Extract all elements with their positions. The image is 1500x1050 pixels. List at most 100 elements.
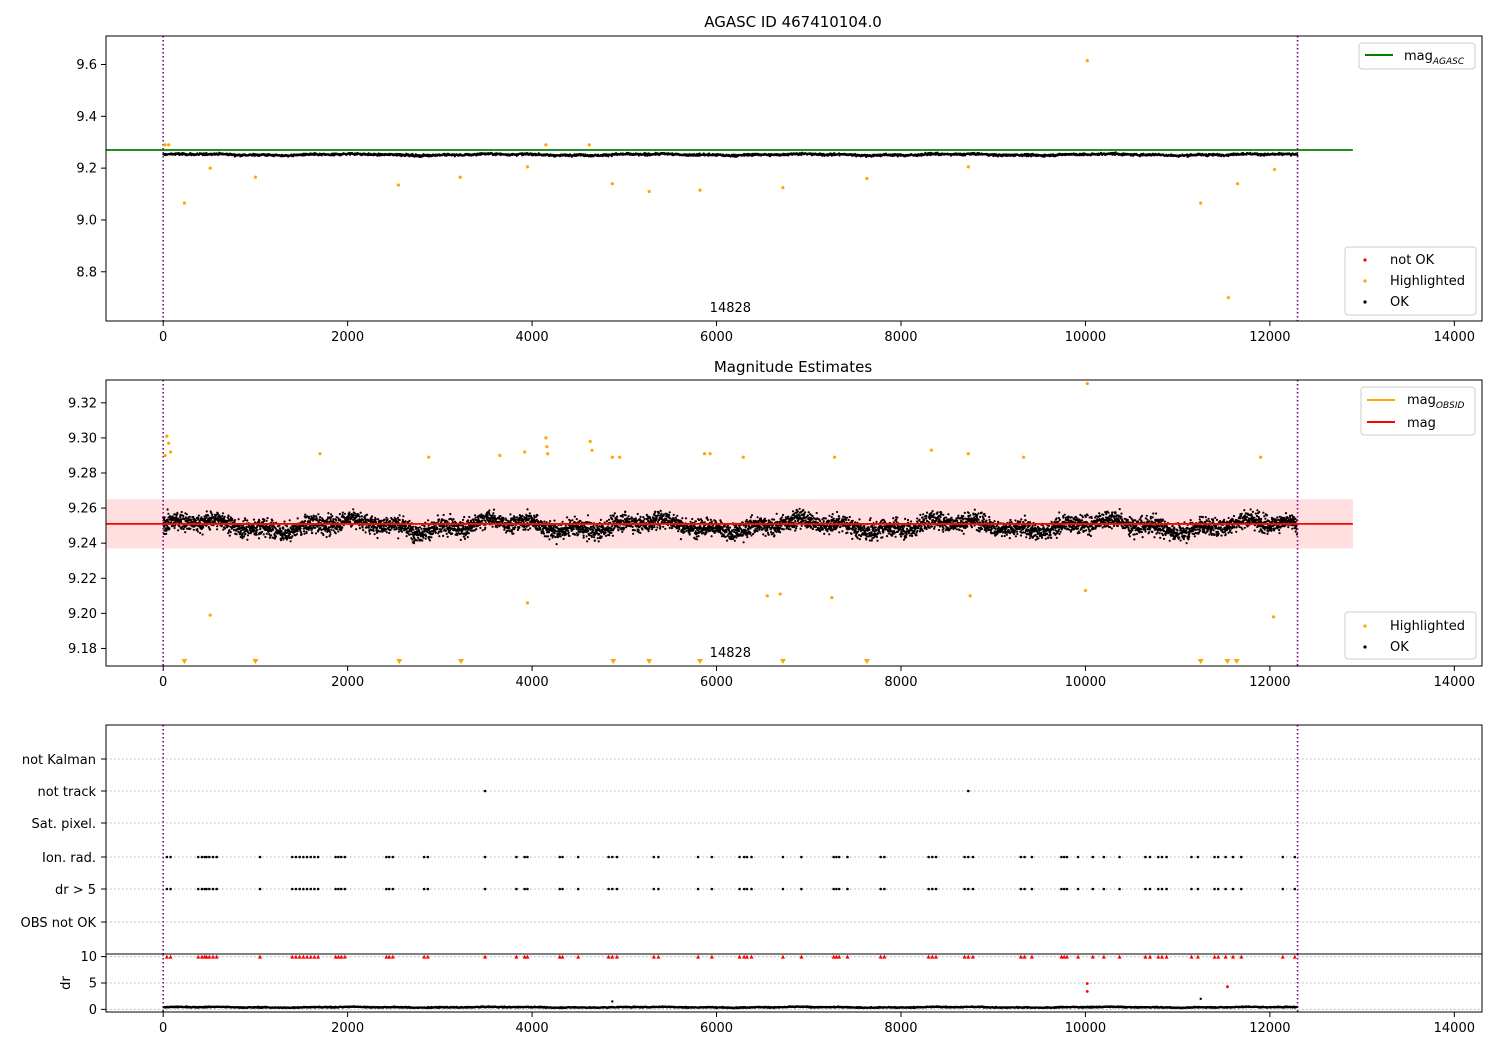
ok-point — [398, 518, 401, 522]
ok-point — [512, 532, 515, 535]
x-tick-label: 12000 — [1249, 330, 1290, 345]
ok-point — [168, 527, 171, 530]
ok-point — [514, 518, 517, 521]
ok-point — [448, 524, 451, 528]
highlighted-point — [781, 185, 785, 190]
ok-point — [185, 527, 189, 530]
ok-point — [266, 517, 269, 520]
ok-point — [196, 530, 199, 533]
ok-point — [216, 511, 219, 515]
ok-point — [189, 527, 192, 530]
ok-point — [177, 529, 180, 532]
ok-point — [394, 517, 397, 521]
ok-point — [166, 518, 169, 521]
ok-point — [261, 530, 264, 534]
ok-point — [463, 515, 466, 519]
ok-point — [329, 533, 332, 536]
ok-point — [184, 531, 187, 534]
ok-point — [171, 515, 174, 518]
ok-point — [359, 511, 362, 514]
ok-point — [397, 530, 400, 533]
ok-point — [364, 531, 367, 534]
ok-point — [340, 528, 343, 531]
ok-point — [405, 535, 408, 538]
ok-point — [592, 524, 595, 527]
legend-label-highlighted: Highlighted — [1390, 274, 1465, 289]
ok-point — [596, 537, 599, 540]
ok-point — [582, 526, 585, 529]
ok-point — [197, 517, 200, 520]
ok-point — [317, 530, 320, 533]
ok-point — [593, 526, 596, 530]
ok-point — [768, 155, 772, 158]
ok-point — [421, 539, 424, 542]
ok-point — [341, 511, 344, 514]
ok-point — [449, 529, 452, 532]
ok-point — [416, 531, 419, 535]
ok-point — [514, 526, 517, 529]
ok-point — [412, 528, 415, 531]
ok-point — [244, 518, 247, 522]
ok-point — [246, 534, 250, 537]
ok-point — [228, 534, 231, 537]
ok-point — [242, 520, 245, 523]
ok-point — [316, 525, 319, 528]
ok-point — [463, 537, 467, 541]
ok-point — [239, 529, 242, 532]
ok-point — [270, 534, 273, 537]
ok-point — [367, 526, 370, 529]
ok-point — [311, 531, 314, 535]
ok-point — [446, 535, 449, 538]
ok-point — [559, 532, 562, 536]
ok-point — [389, 520, 392, 523]
ok-point — [180, 510, 183, 514]
ok-point — [202, 526, 205, 529]
ok-point — [265, 519, 268, 522]
ok-point — [427, 519, 430, 522]
ok-point — [337, 530, 340, 533]
ok-point — [315, 519, 319, 522]
ok-point — [295, 533, 298, 536]
ok-point — [269, 526, 272, 530]
ok-point — [326, 520, 329, 524]
ok-point — [434, 531, 437, 534]
ok-point — [231, 518, 234, 522]
ok-point — [561, 520, 564, 523]
ok-point — [221, 514, 224, 518]
ok-point — [281, 534, 284, 538]
ok-point — [510, 529, 514, 532]
ok-point — [376, 536, 379, 540]
ok-point — [233, 519, 236, 522]
ok-point — [265, 532, 268, 535]
estimates-panel-title: Magnitude Estimates — [714, 358, 872, 376]
ok-point — [330, 528, 333, 531]
ok-point — [395, 527, 398, 531]
ok-point — [352, 514, 355, 517]
ok-point — [588, 537, 591, 541]
agasc-marks — [106, 36, 1353, 321]
ok-point — [508, 527, 511, 530]
ok-point — [502, 518, 505, 521]
highlighted-point — [1272, 167, 1277, 172]
ok-point — [284, 529, 287, 532]
ok-point — [547, 535, 550, 538]
ok-point — [228, 529, 231, 532]
ok-point — [390, 518, 394, 521]
ok-point — [573, 515, 576, 518]
ok-point — [444, 529, 447, 533]
ok-point — [479, 526, 482, 530]
ok-point — [341, 526, 344, 529]
x-tick-label: 8000 — [884, 330, 917, 345]
ok-point — [554, 536, 557, 539]
ok-point — [524, 528, 527, 531]
ok-point — [440, 530, 443, 533]
ok-point — [388, 531, 391, 535]
ok-point — [499, 515, 502, 518]
ok-point — [246, 519, 249, 522]
ok-point — [366, 513, 369, 516]
ok-point — [455, 530, 458, 533]
ok-point — [326, 518, 329, 521]
ok-point — [199, 531, 202, 535]
ok-point — [227, 524, 230, 528]
ok-point — [280, 539, 283, 542]
